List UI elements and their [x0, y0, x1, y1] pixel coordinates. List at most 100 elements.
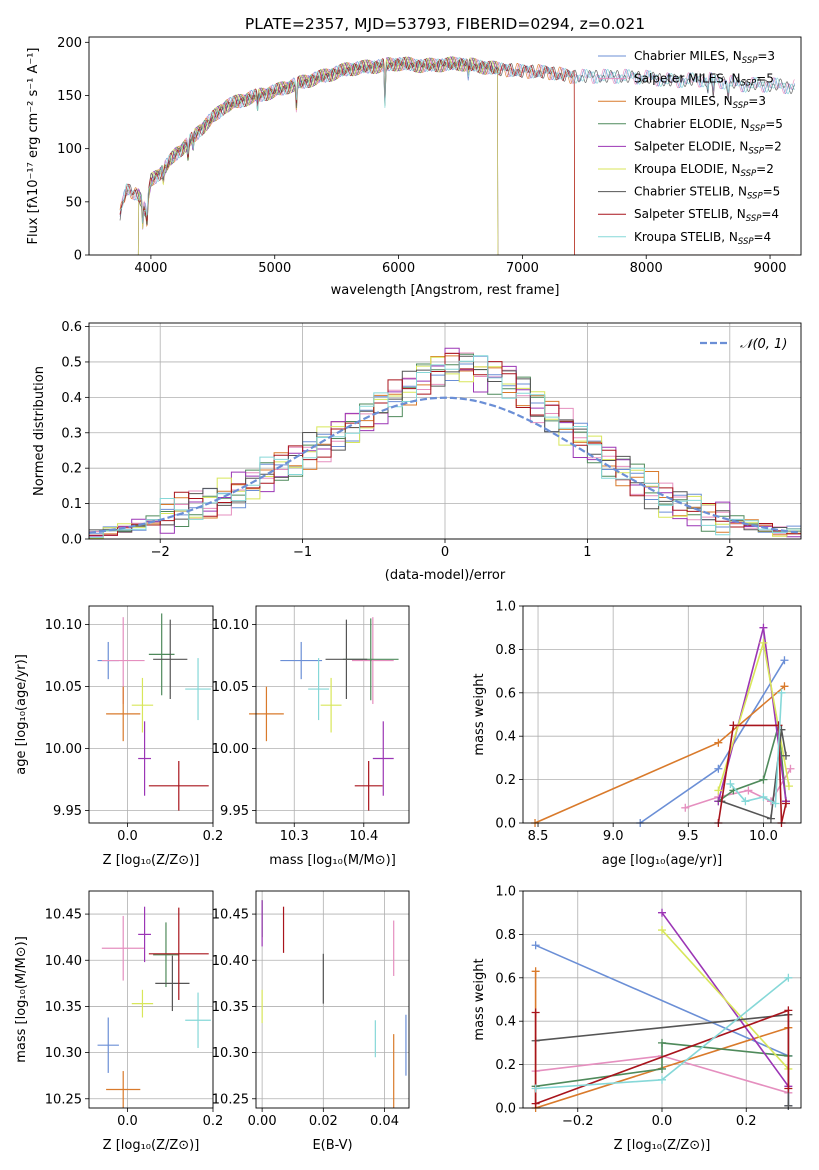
errorbar-chabrier-miles — [280, 641, 323, 680]
y-tick-label: 1.0 — [495, 600, 516, 615]
weight-marker — [784, 1101, 793, 1110]
errorbar-kroupa-elodie — [131, 989, 154, 1018]
x-tick-label: 8000 — [630, 261, 663, 276]
errorbar-chabrier-miles — [97, 1017, 119, 1073]
x-axis-label: Z [log₁₀(Z/Z⊙)] — [614, 1138, 711, 1153]
errorbar-salpeter-miles — [351, 617, 394, 704]
y-tick-label: 0 — [74, 249, 82, 264]
weight-marker — [786, 764, 795, 773]
y-tick-label: 0.0 — [495, 817, 516, 832]
legend-label-salpeter-elodie: Salpeter ELODIE, NSSP=2 — [634, 139, 782, 156]
weight-marker — [726, 779, 735, 788]
errorbar-kroupa-miles — [106, 686, 141, 742]
histogram-steps — [89, 347, 801, 539]
errorbar-kroupa-stelib — [185, 992, 211, 1048]
x-tick-label: 0.0 — [117, 1114, 138, 1129]
weight-marker — [759, 775, 768, 784]
y-tick-label: 10.45 — [212, 908, 249, 923]
x-axis-label: mass [log₁₀(M/M⊙)] — [269, 853, 396, 868]
x-axis-label: Z [log₁₀(Z/Z⊙)] — [103, 853, 200, 868]
weight-marker — [531, 941, 540, 950]
x-tick-label: −0.2 — [562, 1114, 594, 1129]
legend-label-salpeter-miles: Salpeter MILES, NSSP=5 — [634, 72, 774, 89]
legend-label-kroupa-stelib: Kroupa STELIB, NSSP=4 — [634, 230, 771, 247]
legend-label-chabrier-miles: Chabrier MILES, NSSP=3 — [634, 49, 775, 66]
spectrum-line-salpeter-elodie — [120, 56, 795, 255]
hist-step-chabrier-stelib — [89, 355, 801, 533]
errorbar-salpeter-miles — [101, 915, 145, 981]
y-tick-label: 10.00 — [45, 742, 82, 757]
y-tick-label: 9.95 — [53, 804, 82, 819]
errorbar-salpeter-stelib — [148, 907, 209, 1000]
y-axis-label: Normed distribution — [32, 366, 47, 496]
weight-marker — [784, 1084, 793, 1093]
panel-weight_vs_age: 8.5 9.0 9.5 10.0 0.0 0.2 0.4 0.6 0.8 1.0 age [log₁… — [472, 600, 802, 868]
x-tick-label: 10.3 — [280, 829, 309, 844]
spectrum-line-chabrier-elodie — [120, 56, 795, 255]
axes-frame — [255, 890, 410, 1109]
y-tick-label: 1.0 — [495, 885, 516, 900]
x-tick-label: −2 — [151, 545, 170, 560]
weight-marker — [784, 782, 793, 791]
errorbar-chabrier-stelib — [155, 955, 190, 1012]
spectrum-line-kroupa-miles — [119, 56, 795, 255]
spectrum-lines — [119, 56, 795, 255]
y-tick-label: 10.35 — [212, 1000, 249, 1015]
errorbar-chabrier-stelib — [325, 619, 368, 699]
x-tick-label: 10.4 — [349, 829, 378, 844]
weight-line — [661, 929, 789, 1070]
y-tick-label: 0.1 — [61, 497, 82, 512]
y-tick-label: 10.00 — [212, 742, 249, 757]
weight-marker — [531, 967, 540, 976]
y-tick-label: 10.25 — [45, 1092, 82, 1107]
y-tick-label: 0.4 — [61, 391, 82, 406]
axes-frame — [522, 605, 802, 824]
y-axis-label: age [log₁₀(age/yr)] — [14, 654, 29, 775]
y-tick-label: 0.6 — [495, 686, 516, 701]
spectrum-line-salpeter-stelib — [119, 56, 795, 255]
x-tick-label: 9000 — [753, 261, 786, 276]
y-tick-label: 100 — [57, 142, 82, 157]
y-tick-label: 0.4 — [495, 730, 516, 745]
errorbar-salpeter-elodie — [138, 721, 151, 796]
weight-line — [721, 729, 787, 820]
y-tick-label: 0.2 — [61, 462, 82, 477]
weight-marker — [781, 799, 790, 808]
weight-marker — [784, 1006, 793, 1015]
weight-marker — [658, 926, 666, 935]
weight-line — [534, 1009, 790, 1105]
weight-marker — [741, 797, 750, 806]
y-tick-label: 50 — [65, 195, 82, 210]
errorbar-salpeter-stelib — [354, 761, 383, 811]
x-axis-label: age [log₁₀(age/yr)] — [602, 853, 723, 868]
plot-layer: 4000 5000 6000 7000 8000 9000 0 50 100 150 200 wave… — [14, 36, 802, 1153]
axes-frame — [522, 890, 802, 1109]
x-tick-label: 0.04 — [370, 1114, 399, 1129]
weight-marker — [780, 656, 789, 665]
weight-series-kroupa-stelib — [531, 973, 793, 1093]
normal-legend-label: 𝒩(0, 1) — [740, 337, 787, 352]
y-tick-label: 200 — [57, 36, 82, 51]
panel-weight_vs_Z: −0.2 0.0 0.2 0.0 0.2 0.4 0.6 0.8 1.0 Z [log₁₀(Z/Z… — [472, 885, 802, 1153]
weight-marker — [780, 682, 789, 691]
weight-line — [534, 685, 786, 824]
y-tick-label: 10.40 — [212, 954, 249, 969]
y-tick-label: 0.4 — [495, 1015, 516, 1030]
y-tick-label: 10.45 — [45, 908, 82, 923]
legend-label-chabrier-elodie: Chabrier ELODIE, NSSP=5 — [634, 117, 783, 134]
y-tick-label: 10.10 — [212, 618, 249, 633]
legend-label-salpeter-stelib: Salpeter STELIB, NSSP=4 — [634, 207, 779, 224]
x-axis-label: E(B-V) — [312, 1138, 352, 1153]
weight-marker — [774, 721, 783, 730]
panel-age_vs_Z: 0.0 0.2 9.95 10.00 10.05 10.10 Z [log₁₀(Z/Z⊙)]… — [14, 605, 223, 868]
y-tick-label: 10.30 — [45, 1046, 82, 1061]
weight-marker — [759, 638, 768, 647]
weight-marker — [729, 721, 738, 730]
y-tick-label: 0.2 — [495, 773, 516, 788]
x-axis-label: wavelength [Angstrom, rest frame] — [331, 283, 560, 298]
axes-frame — [88, 890, 214, 1109]
errorbar-salpeter-elodie — [372, 721, 394, 796]
errorbar-salpeter-stelib — [148, 761, 209, 811]
x-tick-label: 9.5 — [678, 829, 699, 844]
x-tick-label: 0 — [441, 545, 449, 560]
